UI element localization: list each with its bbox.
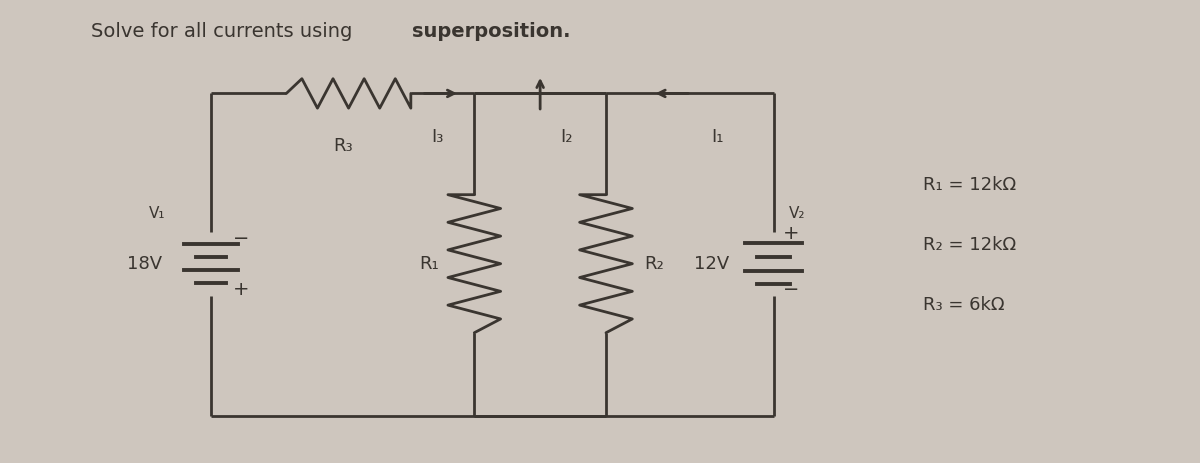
- Text: +: +: [784, 224, 800, 243]
- Text: Solve for all currents using: Solve for all currents using: [91, 22, 359, 41]
- Text: R₁: R₁: [419, 255, 439, 273]
- Text: R₂ = 12kΩ: R₂ = 12kΩ: [923, 236, 1016, 254]
- Text: R₃ = 6kΩ: R₃ = 6kΩ: [923, 296, 1004, 314]
- Text: superposition.: superposition.: [412, 22, 570, 41]
- Text: R₁ = 12kΩ: R₁ = 12kΩ: [923, 176, 1016, 194]
- Text: +: +: [233, 280, 250, 299]
- Text: R₃: R₃: [332, 138, 353, 156]
- Text: R₂: R₂: [644, 255, 664, 273]
- Text: I₁: I₁: [712, 128, 724, 146]
- Text: I₃: I₃: [431, 128, 443, 146]
- Text: V₂: V₂: [790, 206, 805, 220]
- Text: I₂: I₂: [560, 128, 572, 146]
- Text: −: −: [784, 280, 799, 299]
- Text: 18V: 18V: [127, 255, 163, 273]
- Text: −: −: [233, 229, 250, 248]
- Text: V₁: V₁: [149, 206, 166, 220]
- Text: 12V: 12V: [694, 255, 728, 273]
